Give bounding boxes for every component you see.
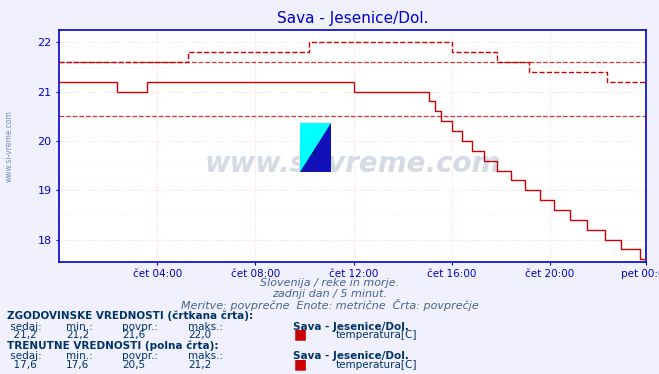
Text: www.si-vreme.com: www.si-vreme.com	[204, 150, 501, 178]
Text: maks.:: maks.:	[188, 322, 223, 332]
Polygon shape	[300, 123, 331, 172]
Text: 21,2: 21,2	[188, 360, 211, 370]
Text: temperatura[C]: temperatura[C]	[336, 330, 418, 340]
Text: 17,6: 17,6	[7, 360, 36, 370]
Text: Sava - Jesenice/Dol.: Sava - Jesenice/Dol.	[293, 351, 409, 361]
Text: 21,2: 21,2	[7, 330, 36, 340]
Text: ZGODOVINSKE VREDNOSTI (črtkana črta):: ZGODOVINSKE VREDNOSTI (črtkana črta):	[7, 310, 252, 321]
Text: www.si-vreme.com: www.si-vreme.com	[5, 110, 14, 182]
Text: min.:: min.:	[66, 351, 93, 361]
Text: zadnji dan / 5 minut.: zadnji dan / 5 minut.	[272, 289, 387, 299]
Title: Sava - Jesenice/Dol.: Sava - Jesenice/Dol.	[277, 11, 428, 26]
Polygon shape	[314, 151, 315, 154]
Text: 22,0: 22,0	[188, 330, 211, 340]
Text: sedaj:: sedaj:	[7, 322, 42, 332]
Text: povpr.:: povpr.:	[122, 351, 158, 361]
Polygon shape	[300, 123, 331, 172]
Text: min.:: min.:	[66, 322, 93, 332]
Text: ■: ■	[293, 327, 306, 341]
Text: maks.:: maks.:	[188, 351, 223, 361]
Text: temperatura[C]: temperatura[C]	[336, 360, 418, 370]
Text: TRENUTNE VREDNOSTI (polna črta):: TRENUTNE VREDNOSTI (polna črta):	[7, 340, 218, 350]
Text: 20,5: 20,5	[122, 360, 145, 370]
Text: Meritve: povprečne  Enote: metrične  Črta: povprečje: Meritve: povprečne Enote: metrične Črta:…	[181, 298, 478, 310]
Text: 17,6: 17,6	[66, 360, 89, 370]
Text: Slovenija / reke in morje.: Slovenija / reke in morje.	[260, 278, 399, 288]
Text: 21,6: 21,6	[122, 330, 145, 340]
Text: sedaj:: sedaj:	[7, 351, 42, 361]
Polygon shape	[300, 123, 331, 172]
Text: ■: ■	[293, 357, 306, 371]
Text: 21,2: 21,2	[66, 330, 89, 340]
Text: povpr.:: povpr.:	[122, 322, 158, 332]
Text: Sava - Jesenice/Dol.: Sava - Jesenice/Dol.	[293, 322, 409, 332]
